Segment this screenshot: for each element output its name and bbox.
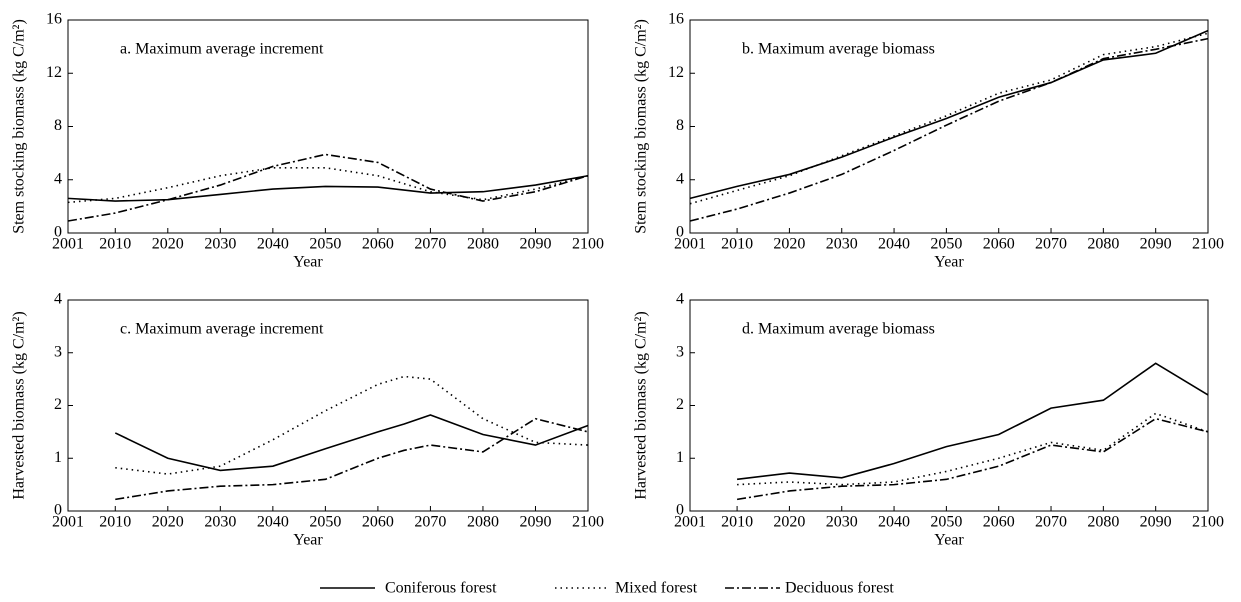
series-line [736, 362, 1209, 481]
x-tick-label: 2090 [1140, 236, 1172, 253]
x-tick-label: 2100 [572, 514, 604, 531]
x-tick-label: 2030 [826, 236, 858, 253]
x-axis-label: Year [934, 532, 964, 549]
series-line [67, 174, 589, 202]
y-tick-label: 1 [54, 449, 62, 466]
x-tick-label: 2090 [1140, 514, 1172, 531]
x-tick-label: 2050 [309, 514, 341, 531]
series-line [67, 166, 589, 204]
x-tick-label: 2090 [519, 514, 551, 531]
x-tick-label: 2030 [826, 514, 858, 531]
x-tick-label: 2070 [1035, 514, 1067, 531]
x-tick-label: 2080 [1087, 236, 1119, 253]
x-tick-label: 2040 [878, 514, 910, 531]
x-tick-label: 2010 [721, 514, 753, 531]
x-tick-label: 2040 [878, 236, 910, 253]
y-tick-label: 1 [676, 449, 684, 466]
x-tick-label: 2030 [204, 514, 236, 531]
series-line [115, 375, 589, 475]
y-tick-label: 4 [54, 291, 62, 308]
x-tick-label: 2020 [152, 514, 184, 531]
x-tick-label: 2010 [99, 236, 131, 253]
y-tick-label: 0 [676, 502, 684, 519]
x-tick-label: 2020 [152, 236, 184, 253]
x-tick-label: 2080 [467, 236, 499, 253]
series-line [114, 414, 589, 472]
y-tick-label: 2 [676, 396, 684, 413]
legend-label: Mixed forest [615, 580, 698, 597]
x-tick-label: 2020 [773, 514, 805, 531]
x-axis-label: Year [293, 532, 323, 549]
x-tick-label: 2060 [983, 236, 1015, 253]
y-tick-label: 4 [676, 291, 684, 308]
y-tick-label: 8 [676, 117, 684, 134]
x-tick-label: 2100 [1192, 514, 1224, 531]
x-tick-label: 2040 [257, 514, 289, 531]
x-tick-label: 2050 [930, 514, 962, 531]
x-tick-label: 2070 [414, 236, 446, 253]
y-tick-label: 4 [54, 170, 62, 187]
x-tick-label: 2030 [204, 236, 236, 253]
y-tick-label: 3 [54, 343, 62, 360]
x-tick-label: 2070 [414, 514, 446, 531]
y-tick-label: 8 [54, 117, 62, 134]
y-tick-label: 4 [676, 170, 684, 187]
x-axis-label: Year [934, 254, 964, 271]
series-line [737, 412, 1209, 486]
x-tick-label: 2001 [52, 236, 84, 253]
series-line [736, 417, 1209, 501]
x-tick-label: 2020 [773, 236, 805, 253]
y-tick-label: 12 [668, 64, 684, 81]
x-tick-label: 2100 [572, 236, 604, 253]
x-tick-label: 2060 [362, 514, 394, 531]
x-tick-label: 2100 [1192, 236, 1224, 253]
x-tick-label: 2090 [519, 236, 551, 253]
series-line [689, 37, 1209, 222]
y-tick-label: 16 [46, 11, 62, 28]
panel-title: a. Maximum average increment [120, 41, 324, 58]
legend-label: Coniferous forest [385, 580, 497, 597]
y-tick-label: 2 [54, 396, 62, 413]
x-tick-label: 2050 [930, 236, 962, 253]
y-axis-label: Harvested biomass (kg C/m²) [633, 311, 650, 499]
x-tick-label: 2060 [362, 236, 394, 253]
x-tick-label: 2001 [674, 514, 706, 531]
y-tick-label: 0 [676, 224, 684, 241]
panel-title: d. Maximum average biomass [742, 321, 935, 338]
panel-title: c. Maximum average increment [120, 321, 324, 338]
x-tick-label: 2010 [99, 514, 131, 531]
legend-label: Deciduous forest [785, 580, 894, 597]
x-tick-label: 2080 [1087, 514, 1119, 531]
panel-title: b. Maximum average biomass [742, 41, 935, 58]
series-line [689, 29, 1209, 200]
series-line [115, 417, 589, 501]
series-line [67, 153, 589, 222]
y-tick-label: 0 [54, 502, 62, 519]
y-axis-label: Stem stocking biomass (kg C/m²) [11, 19, 28, 234]
x-axis-label: Year [293, 254, 323, 271]
y-tick-label: 16 [668, 11, 684, 28]
y-tick-label: 12 [46, 64, 62, 81]
x-tick-label: 2010 [721, 236, 753, 253]
y-axis-label: Harvested biomass (kg C/m²) [11, 311, 28, 499]
x-tick-label: 2040 [257, 236, 289, 253]
series-line [689, 32, 1209, 205]
x-tick-label: 2001 [52, 514, 84, 531]
y-tick-label: 3 [676, 343, 684, 360]
x-tick-label: 2050 [309, 236, 341, 253]
y-tick-label: 0 [54, 224, 62, 241]
x-tick-label: 2080 [467, 514, 499, 531]
x-tick-label: 2060 [983, 514, 1015, 531]
x-tick-label: 2001 [674, 236, 706, 253]
x-tick-label: 2070 [1035, 236, 1067, 253]
y-axis-label: Stem stocking biomass (kg C/m²) [633, 19, 650, 234]
